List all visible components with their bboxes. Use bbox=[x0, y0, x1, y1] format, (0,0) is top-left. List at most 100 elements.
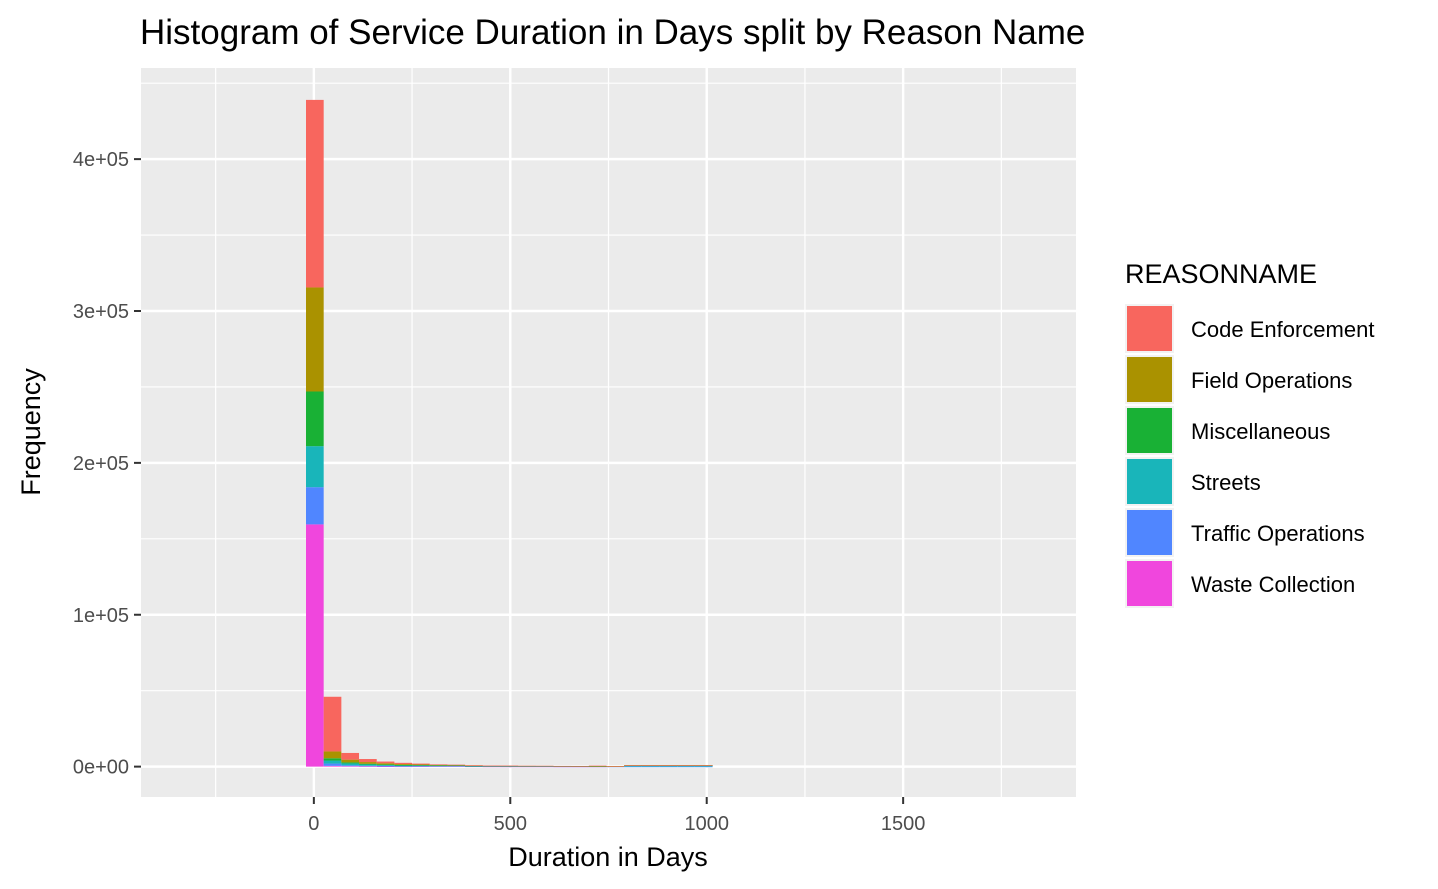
bar-segment-code-enforcement bbox=[447, 764, 466, 766]
bar-segment-streets bbox=[376, 765, 395, 766]
bar-segment-streets bbox=[677, 765, 695, 767]
bar-segment-code-enforcement bbox=[677, 765, 695, 766]
bar-segment-miscellaneous bbox=[394, 764, 413, 766]
bar-segment-miscellaneous bbox=[412, 765, 430, 766]
y-tick-label: 1e+05 bbox=[73, 605, 129, 627]
legend-swatch-field-operations bbox=[1127, 357, 1172, 402]
x-axis-ticks: 0 500 1000 1500 bbox=[308, 797, 925, 835]
bar-segment-field-operations bbox=[376, 763, 395, 765]
bar-segment-code-enforcement bbox=[571, 765, 589, 767]
y-axis-ticks: 0e+00 1e+05 2e+05 3e+05 4e+05 bbox=[73, 149, 141, 779]
bar-segment-code-enforcement bbox=[553, 765, 572, 767]
bar-segment-miscellaneous bbox=[341, 762, 360, 764]
bar-segment-streets bbox=[323, 760, 342, 764]
bar-segment-miscellaneous bbox=[447, 765, 466, 766]
bar-segment-field-operations bbox=[412, 764, 430, 766]
bar-segment-field-operations bbox=[306, 287, 324, 392]
x-tick-label: 1500 bbox=[881, 813, 926, 835]
x-tick-label: 500 bbox=[494, 813, 527, 835]
legend: REASONNAME Code Enforcement Field Operati… bbox=[1125, 259, 1374, 608]
bar-segment-traffic-operations bbox=[535, 766, 554, 768]
bar-segment-code-enforcement bbox=[606, 766, 625, 767]
bar-segment-traffic-operations bbox=[553, 766, 572, 768]
bar-segment-code-enforcement bbox=[482, 765, 501, 767]
bar-segment-waste-collection bbox=[376, 766, 395, 767]
bar-segment-field-operations bbox=[323, 751, 342, 759]
bar-segment-field-operations bbox=[429, 764, 448, 766]
bar-segment-streets bbox=[694, 765, 713, 767]
legend-swatch-streets bbox=[1127, 459, 1172, 504]
y-tick-label: 3e+05 bbox=[73, 301, 129, 323]
bar-segment-code-enforcement bbox=[518, 765, 536, 767]
bar-segment-traffic-operations bbox=[323, 763, 342, 766]
legend-swatch-code-enforcement bbox=[1127, 306, 1172, 351]
bar-segment-streets bbox=[429, 765, 448, 767]
legend-swatch-traffic-operations bbox=[1127, 510, 1172, 555]
legend-label-miscellaneous: Miscellaneous bbox=[1191, 419, 1330, 444]
bar-segment-traffic-operations bbox=[306, 487, 324, 525]
bar-segment-field-operations bbox=[341, 759, 360, 763]
bar-segment-field-operations bbox=[588, 766, 607, 767]
bar-segment-traffic-operations bbox=[412, 766, 430, 767]
bar-segment-streets bbox=[412, 765, 430, 767]
bar-segment-code-enforcement bbox=[412, 763, 430, 765]
bar-segment-traffic-operations bbox=[641, 766, 660, 768]
bar-segment-waste-collection bbox=[394, 766, 413, 768]
bar-segment-waste-collection bbox=[323, 765, 342, 767]
bar-segment-code-enforcement bbox=[694, 765, 713, 766]
bar-segment-code-enforcement bbox=[323, 696, 342, 752]
bar-segment-traffic-operations bbox=[500, 766, 519, 768]
bar-segment-streets bbox=[659, 765, 678, 767]
bar-segment-field-operations bbox=[394, 764, 413, 765]
bar-segment-miscellaneous bbox=[306, 391, 324, 447]
minor-gridlines bbox=[141, 68, 1076, 797]
bar-segment-streets bbox=[394, 765, 413, 767]
bar-segment-code-enforcement bbox=[359, 759, 377, 763]
bar-segment-traffic-operations bbox=[659, 766, 678, 768]
bar-segment-traffic-operations bbox=[394, 766, 413, 767]
histogram-bars bbox=[306, 99, 713, 768]
bar-segment-traffic-operations bbox=[624, 766, 642, 768]
x-tick-label: 1000 bbox=[684, 813, 729, 835]
bar-segment-traffic-operations bbox=[677, 766, 695, 768]
y-axis-title: Frequency bbox=[16, 368, 46, 496]
bar-segment-traffic-operations bbox=[341, 765, 360, 767]
bar-segment-streets bbox=[641, 765, 660, 767]
bar-segment-waste-collection bbox=[341, 766, 360, 767]
bar-segment-streets bbox=[306, 446, 324, 488]
bar-segment-traffic-operations bbox=[376, 765, 395, 767]
bar-segment-field-operations bbox=[359, 762, 377, 764]
bar-segment-code-enforcement bbox=[500, 765, 519, 767]
bar-segment-waste-collection bbox=[306, 524, 324, 767]
bar-segment-traffic-operations bbox=[429, 766, 448, 767]
legend-title: REASONNAME bbox=[1125, 259, 1317, 289]
legend-label-streets: Streets bbox=[1191, 470, 1261, 495]
y-tick-label: 4e+05 bbox=[73, 149, 129, 171]
legend-label-field-operations: Field Operations bbox=[1191, 368, 1352, 393]
bar-segment-code-enforcement bbox=[306, 99, 324, 288]
bar-segment-waste-collection bbox=[359, 766, 377, 767]
bar-segment-code-enforcement bbox=[341, 752, 360, 760]
x-axis-title: Duration in Days bbox=[508, 842, 708, 872]
bar-segment-code-enforcement bbox=[588, 765, 607, 767]
bar-segment-code-enforcement bbox=[429, 764, 448, 765]
bar-segment-miscellaneous bbox=[429, 765, 448, 766]
y-tick-label: 2e+05 bbox=[73, 453, 129, 475]
bar-segment-streets bbox=[447, 765, 466, 767]
legend-swatch-miscellaneous bbox=[1127, 408, 1172, 453]
bar-segment-code-enforcement bbox=[465, 765, 483, 766]
legend-label-code-enforcement: Code Enforcement bbox=[1191, 317, 1374, 342]
bar-segment-traffic-operations bbox=[518, 766, 536, 768]
chart-title: Histogram of Service Duration in Days sp… bbox=[140, 13, 1085, 52]
bar-segment-traffic-operations bbox=[694, 766, 713, 768]
bar-segment-miscellaneous bbox=[359, 763, 377, 765]
bar-segment-code-enforcement bbox=[659, 765, 678, 766]
bar-segment-streets bbox=[341, 763, 360, 766]
y-tick-label: 0e+00 bbox=[73, 757, 129, 779]
bar-segment-code-enforcement bbox=[641, 765, 660, 766]
bar-segment-traffic-operations bbox=[359, 765, 377, 767]
bar-segment-miscellaneous bbox=[376, 764, 395, 766]
bar-segment-traffic-operations bbox=[465, 766, 483, 767]
legend-swatch-waste-collection bbox=[1127, 561, 1172, 606]
